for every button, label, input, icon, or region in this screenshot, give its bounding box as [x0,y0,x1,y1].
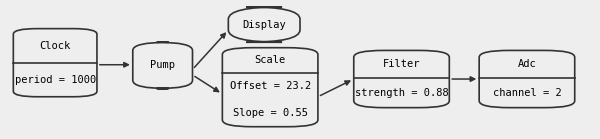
FancyBboxPatch shape [479,50,575,108]
Text: Clock: Clock [40,41,71,51]
Text: Offset = 23.2: Offset = 23.2 [230,81,311,91]
FancyBboxPatch shape [354,50,449,108]
FancyBboxPatch shape [133,42,193,89]
Text: strength = 0.88: strength = 0.88 [355,88,448,98]
Text: Slope = 0.55: Slope = 0.55 [233,108,308,118]
Text: Adc: Adc [518,59,536,69]
Text: Scale: Scale [254,55,286,65]
Text: Pump: Pump [150,60,175,70]
FancyBboxPatch shape [13,29,97,97]
FancyBboxPatch shape [229,7,300,42]
Text: Display: Display [242,20,286,30]
FancyBboxPatch shape [223,48,318,127]
Text: channel = 2: channel = 2 [493,88,562,98]
Text: Filter: Filter [383,59,420,69]
Text: period = 1000: period = 1000 [14,75,96,85]
